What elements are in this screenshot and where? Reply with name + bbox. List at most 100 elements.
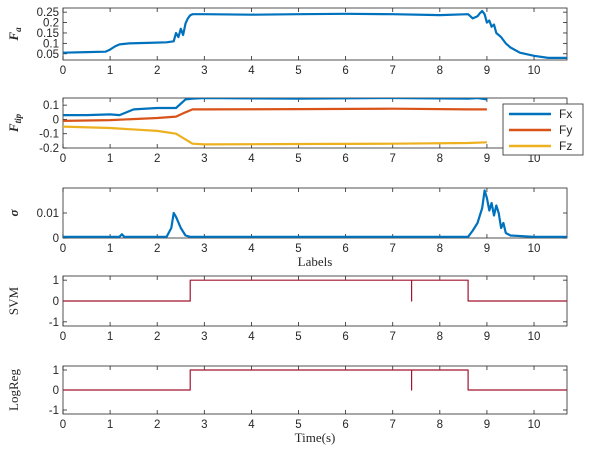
x-tick-label: 3 [201, 419, 207, 431]
panel-sigma: 0 1 2 3 4 5 6 7 8 9 10 0 0.01 σ Labels [6, 187, 568, 269]
x-tick-label: 3 [201, 243, 207, 255]
x-tick-label: 4 [248, 243, 255, 255]
y-tick-label: 0 [53, 385, 59, 397]
x-tick-label: 6 [342, 65, 348, 77]
y-tick-label: 0.15 [37, 28, 59, 40]
x-tick-label: 1 [107, 331, 113, 343]
y-tick-label: 0.1 [43, 100, 59, 112]
legend: Fx Fy Fz [502, 103, 584, 156]
x-tick-label: 10 [528, 331, 541, 343]
y-tick-label: 0.1 [43, 38, 59, 50]
x-tick-label: 7 [390, 331, 396, 343]
x-tick-label: 2 [154, 65, 160, 77]
y-tick-label: 0.25 [37, 7, 59, 19]
x-tick-label: 9 [484, 243, 490, 255]
x-tick-label: 1 [107, 65, 113, 77]
series-group-ftip [63, 98, 488, 146]
x-tick-label: 2 [154, 331, 160, 343]
x-tick-label: 1 [107, 243, 113, 255]
x-tick-label: 5 [295, 419, 301, 431]
x-tick-label: 6 [342, 153, 348, 165]
x-tick-label: 2 [154, 419, 160, 431]
x-tick-label: 4 [248, 331, 255, 343]
y-tick-label: 0 [53, 114, 59, 126]
series-group-fa [63, 10, 567, 60]
series-line-0 [63, 279, 567, 302]
y-axis-label: LogReg [6, 369, 21, 411]
x-tick-label: 2 [154, 243, 160, 255]
series-group-svm [63, 279, 567, 302]
y-tick-label: -1 [49, 317, 59, 329]
x-tick-label: 7 [390, 65, 396, 77]
series-line-0 [63, 10, 567, 60]
x-tick-label: 9 [484, 153, 490, 165]
x-tick-label: 5 [295, 65, 301, 77]
x-tick-label: 8 [437, 419, 443, 431]
y-tick-label: 1 [53, 275, 59, 287]
series-line-fy [63, 107, 487, 122]
x-tick-label: 0 [60, 243, 66, 255]
y-tick-label: 0.2 [43, 18, 59, 30]
x-tick-label: 7 [390, 243, 396, 255]
x-tick-label: 1 [107, 419, 113, 431]
y-axis-label: SVM [6, 286, 21, 315]
x-axis-label: Time(s) [295, 430, 336, 445]
x-tick-label: 4 [248, 65, 255, 77]
x-tick-label: 5 [295, 331, 301, 343]
x-tick-label: 5 [295, 243, 301, 255]
y-tick-label: 0 [53, 233, 59, 245]
panel-fa: 0 1 2 3 4 5 6 7 8 9 10 0.050.10.150.20.25 Fa [6, 7, 568, 77]
x-tick-label: 9 [484, 65, 490, 77]
x-tick-label: 8 [437, 243, 443, 255]
series-line-0 [63, 189, 567, 238]
x-tick-label: 10 [528, 153, 541, 165]
y-tick-label: 0 [53, 296, 59, 308]
series-line-fx [63, 98, 488, 117]
legend-label-fy: Fy [559, 123, 572, 137]
x-axis-label: Labels [298, 254, 333, 269]
x-tick-label: 8 [437, 153, 443, 165]
y-tick-label: 0.05 [37, 49, 59, 61]
x-tick-label: 4 [248, 153, 255, 165]
x-tick-label: 10 [528, 419, 541, 431]
x-tick-label: 0 [60, 331, 66, 343]
x-tick-label: 10 [528, 243, 541, 255]
x-tick-label: 9 [484, 419, 490, 431]
series-group-logreg [63, 369, 567, 391]
y-axis-label: Fa [6, 27, 23, 42]
x-tick-label: 6 [342, 419, 348, 431]
y-tick-label: 1 [53, 365, 59, 377]
y-tick-label: 0.01 [37, 208, 59, 220]
axes-box-sigma [62, 187, 568, 239]
y-tick-label: -1 [49, 405, 59, 417]
x-tick-label: 6 [342, 243, 348, 255]
axes-box-ftip [62, 97, 568, 149]
x-tick-label: 8 [437, 331, 443, 343]
x-tick-label: 3 [201, 153, 207, 165]
x-tick-label: 3 [201, 65, 207, 77]
legend-label-fz: Fz [559, 139, 572, 153]
x-tick-label: 7 [390, 419, 396, 431]
y-axis-label: σ [6, 209, 21, 217]
x-tick-label: 4 [248, 419, 255, 431]
x-tick-label: 0 [60, 65, 66, 77]
x-tick-label: 3 [201, 331, 207, 343]
legend-label-fx: Fx [559, 107, 572, 121]
axes-box-fa [62, 7, 568, 61]
x-tick-label: 0 [60, 153, 66, 165]
x-tick-label: 6 [342, 331, 348, 343]
x-tick-label: 5 [295, 153, 301, 165]
x-tick-label: 8 [437, 65, 443, 77]
y-tick-label: -0.1 [39, 129, 59, 141]
y-axis-label: Ftip [6, 113, 23, 133]
x-tick-label: 0 [60, 419, 66, 431]
x-tick-label: 9 [484, 331, 490, 343]
x-tick-label: 10 [528, 65, 541, 77]
series-line-0 [63, 369, 567, 391]
y-tick-label: -0.2 [39, 143, 59, 155]
